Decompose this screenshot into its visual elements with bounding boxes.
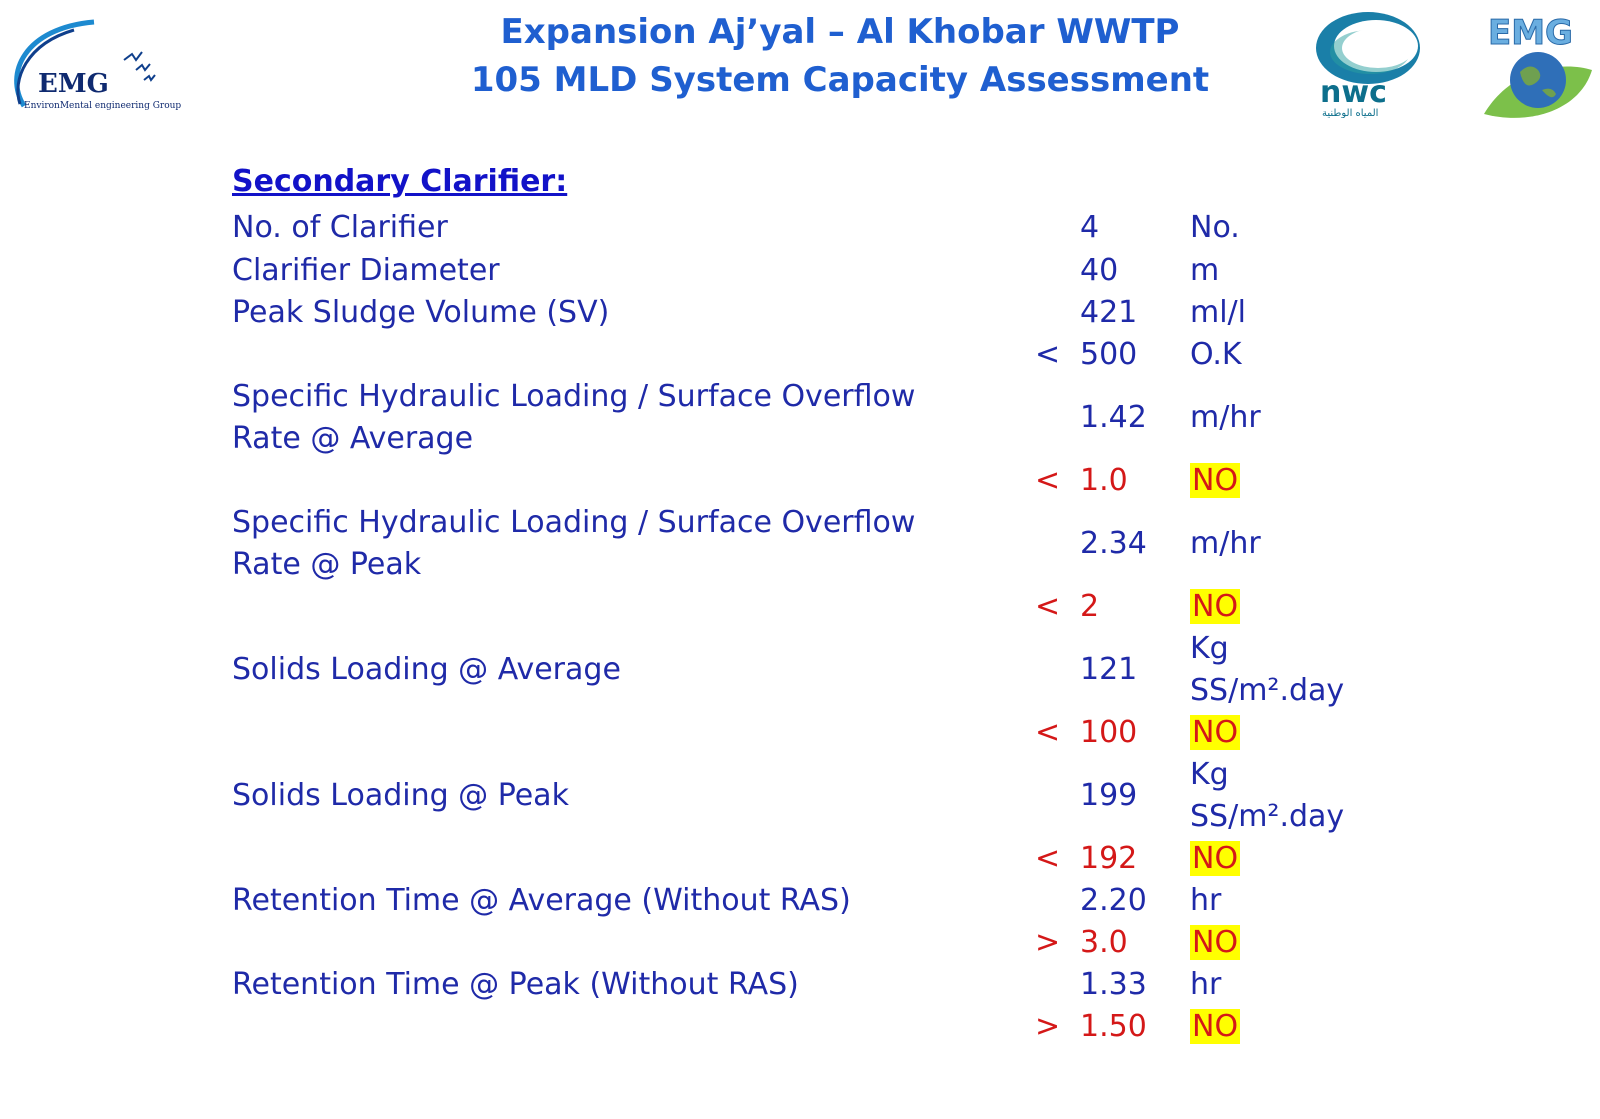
row-unit-hydraulic-loading-average: m/hr xyxy=(1190,400,1261,435)
criterion-operator-retention-average: > xyxy=(1035,925,1061,960)
criterion-status-cell-solids-peak: NO xyxy=(1190,837,1241,880)
emg-left-text: EMG xyxy=(38,69,109,99)
row-value-hydraulic-loading-peak: 2.34 xyxy=(1080,526,1147,561)
criterion-value-solids-peak: 192 xyxy=(1080,841,1138,876)
criterion-status-cell-retention-average: NO xyxy=(1190,921,1241,964)
status-badge-hydraulic-peak: NO xyxy=(1190,589,1241,624)
criterion-value-retention-peak: 1.50 xyxy=(1080,1009,1147,1044)
row-unit-peak-sludge-volume: ml/l xyxy=(1190,295,1247,330)
page-title-line-2: 105 MLD System Capacity Assessment xyxy=(470,60,1210,100)
emg-right-text: EMG xyxy=(1488,13,1573,53)
row-label-retention-time-average: Retention Time @ Average (Without RAS) xyxy=(232,883,851,918)
nwc-logo-text: nwc xyxy=(1320,75,1387,110)
status-badge-solids-average: NO xyxy=(1190,715,1241,750)
criterion-operator-solids-average: < xyxy=(1035,715,1061,750)
row-unit-retention-time-peak: hr xyxy=(1190,967,1222,1002)
row-label-peak-sludge-volume: Peak Sludge Volume (SV) xyxy=(232,295,610,330)
status-badge-solids-peak: NO xyxy=(1190,841,1241,876)
criterion-value-retention-average: 3.0 xyxy=(1080,925,1128,960)
row-value-retention-time-peak: 1.33 xyxy=(1080,967,1147,1002)
emg-logo-left: EMG EnvironMental engineering Group xyxy=(14,19,181,111)
emg-left-subtitle: EnvironMental engineering Group xyxy=(24,101,181,111)
row-label-clarifier-diameter: Clarifier Diameter xyxy=(232,253,500,288)
row-value-peak-sludge-volume: 421 xyxy=(1080,295,1138,330)
criterion-operator-hydraulic-average: < xyxy=(1035,463,1061,498)
criterion-status-cell-hydraulic-peak: NO xyxy=(1190,585,1241,628)
row-unit-solids-loading-peak-line-1: Kg xyxy=(1190,757,1229,792)
row-value-solids-loading-peak: 199 xyxy=(1080,778,1138,813)
row-label-hydraulic-loading-average-line-2: Rate @ Average xyxy=(232,421,474,456)
row-unit-clarifier-diameter: m xyxy=(1190,253,1220,288)
row-label-solids-loading-peak: Solids Loading @ Peak xyxy=(232,778,569,813)
emg-logo-right: EMG xyxy=(1484,13,1592,118)
row-value-solids-loading-average: 121 xyxy=(1080,652,1138,687)
criterion-value-hydraulic-peak: 2 xyxy=(1080,589,1100,624)
row-label-hydraulic-loading-peak-line-1: Specific Hydraulic Loading / Surface Ove… xyxy=(232,505,916,540)
page-title-line-1: Expansion Aj’yal – Al Khobar WWTP xyxy=(500,12,1180,52)
criterion-status-cell-solids-average: NO xyxy=(1190,711,1241,754)
row-unit-no-of-clarifier: No. xyxy=(1190,210,1240,245)
nwc-logo: nwc المياه الوطنية xyxy=(1316,12,1420,118)
criterion-status-sv: O.K xyxy=(1190,337,1242,372)
criterion-value-solids-average: 100 xyxy=(1080,715,1138,750)
row-unit-hydraulic-loading-peak: m/hr xyxy=(1190,526,1261,561)
row-label-hydraulic-loading-peak-line-2: Rate @ Peak xyxy=(232,547,422,582)
status-badge-hydraulic-average: NO xyxy=(1190,463,1241,498)
row-label-no-of-clarifier: No. of Clarifier xyxy=(232,210,448,245)
criterion-value-sv: 500 xyxy=(1080,337,1138,372)
status-badge-retention-average: NO xyxy=(1190,925,1241,960)
criterion-operator-sv: < xyxy=(1035,337,1061,372)
criterion-operator-retention-peak: > xyxy=(1035,1009,1061,1044)
row-value-no-of-clarifier: 4 xyxy=(1080,210,1100,245)
row-unit-retention-time-average: hr xyxy=(1190,883,1222,918)
criterion-status-cell-hydraulic-average: NO xyxy=(1190,459,1241,502)
row-value-retention-time-average: 2.20 xyxy=(1080,883,1147,918)
row-unit-solids-loading-average-line-1: Kg xyxy=(1190,631,1229,666)
nwc-logo-arabic: المياه الوطنية xyxy=(1322,108,1378,118)
row-value-clarifier-diameter: 40 xyxy=(1080,253,1119,288)
row-label-solids-loading-average: Solids Loading @ Average xyxy=(232,652,621,687)
criterion-operator-solids-peak: < xyxy=(1035,841,1061,876)
row-value-hydraulic-loading-average: 1.42 xyxy=(1080,400,1147,435)
section-heading: Secondary Clarifier: xyxy=(232,164,568,199)
row-unit-solids-loading-peak-line-2: SS/m².day xyxy=(1190,799,1345,834)
criterion-value-hydraulic-average: 1.0 xyxy=(1080,463,1128,498)
criterion-status-cell-retention-peak: NO xyxy=(1190,1005,1241,1048)
status-badge-retention-peak: NO xyxy=(1190,1009,1241,1044)
criterion-operator-hydraulic-peak: < xyxy=(1035,589,1061,624)
row-label-retention-time-peak: Retention Time @ Peak (Without RAS) xyxy=(232,967,799,1002)
row-label-hydraulic-loading-average-line-1: Specific Hydraulic Loading / Surface Ove… xyxy=(232,379,916,414)
row-unit-solids-loading-average-line-2: SS/m².day xyxy=(1190,673,1345,708)
